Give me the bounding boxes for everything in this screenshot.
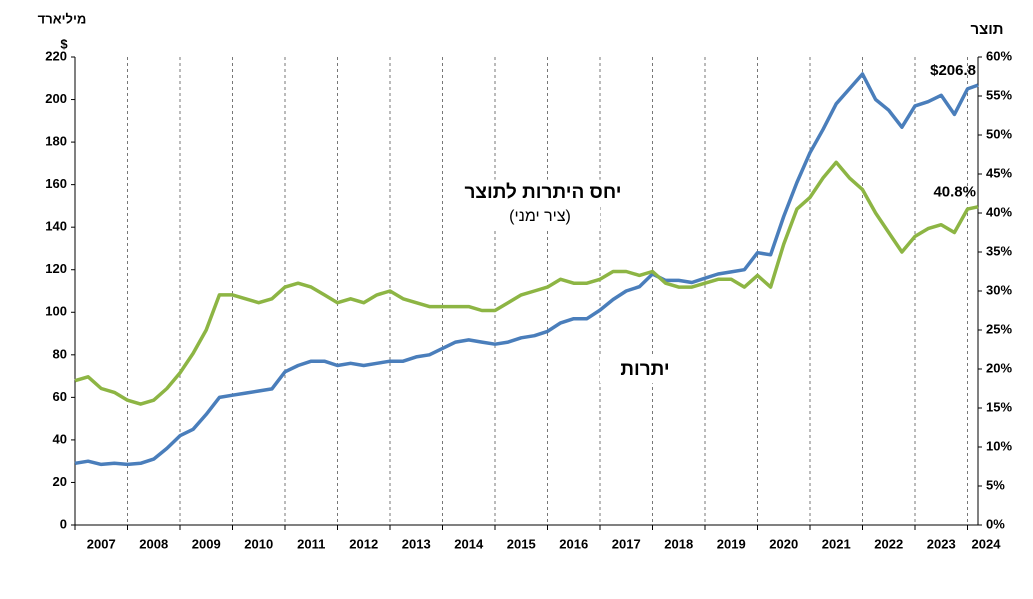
y-tick-label: 220	[45, 48, 67, 63]
x-tick-label: 2013	[402, 536, 431, 551]
y2-axis-title: תוצר	[970, 21, 1003, 38]
label-bg	[480, 205, 600, 229]
series-label: יחס היתרות לתוצר	[464, 182, 621, 203]
y2-tick-label: 30%	[986, 282, 1012, 297]
x-tick-label: 2021	[822, 536, 851, 551]
x-tick-label: 2014	[454, 536, 484, 551]
y2-tick-label: 60%	[986, 48, 1012, 63]
x-tick-label: 2020	[769, 536, 798, 551]
x-tick-label: 2011	[297, 536, 325, 551]
x-tick-label: 2023	[927, 536, 956, 551]
x-tick-label: 2008	[139, 536, 168, 551]
y-tick-label: 180	[45, 134, 67, 149]
x-tick-label: 2010	[244, 536, 273, 551]
x-tick-label: 2024	[972, 536, 1002, 551]
y2-tick-label: 40%	[986, 204, 1012, 219]
y2-tick-label: 45%	[986, 165, 1012, 180]
value-label: 40.8%	[933, 184, 976, 201]
y-tick-label: 200	[45, 91, 67, 106]
series-line	[74, 72, 979, 467]
y2-tick-label: 25%	[986, 321, 1012, 336]
x-tick-label: 2007	[87, 536, 116, 551]
y2-tick-label: 15%	[986, 399, 1012, 414]
y2-tick-label: 50%	[986, 126, 1012, 141]
y-tick-label: 160	[45, 176, 67, 191]
x-tick-label: 2009	[192, 536, 221, 551]
y-tick-label: 40	[53, 431, 67, 446]
y-tick-label: 60	[53, 389, 67, 404]
series-line	[74, 160, 979, 406]
x-tick-label: 2018	[664, 536, 693, 551]
x-tick-label: 2012	[349, 536, 378, 551]
x-tick-label: 2016	[559, 536, 588, 551]
y2-tick-label: 5%	[986, 477, 1005, 492]
label-bg	[600, 356, 690, 384]
y2-tick-label: 20%	[986, 360, 1012, 375]
y-tick-label: 140	[45, 219, 67, 234]
label-bg	[448, 179, 638, 207]
y-axis-title: מיליארד	[38, 11, 87, 26]
y2-tick-label: 10%	[986, 438, 1012, 453]
annotation: (ציר ימני)	[509, 208, 571, 225]
y-tick-label: 0	[60, 516, 67, 531]
series-label: יתרות	[620, 359, 669, 380]
y2-tick-label: 55%	[986, 87, 1012, 102]
y-tick-label: 20	[53, 474, 67, 489]
y-tick-label: 100	[45, 304, 67, 319]
y-tick-label: 120	[45, 261, 67, 276]
y2-tick-label: 35%	[986, 243, 1012, 258]
y2-tick-label: 0%	[986, 516, 1005, 531]
x-tick-label: 2022	[874, 536, 903, 551]
y-axis-unit: $	[60, 36, 68, 51]
value-label: $206.8	[930, 62, 976, 79]
y-tick-label: 80	[53, 346, 67, 361]
x-tick-label: 2015	[507, 536, 536, 551]
x-tick-label: 2017	[612, 536, 641, 551]
x-tick-label: 2019	[717, 536, 746, 551]
